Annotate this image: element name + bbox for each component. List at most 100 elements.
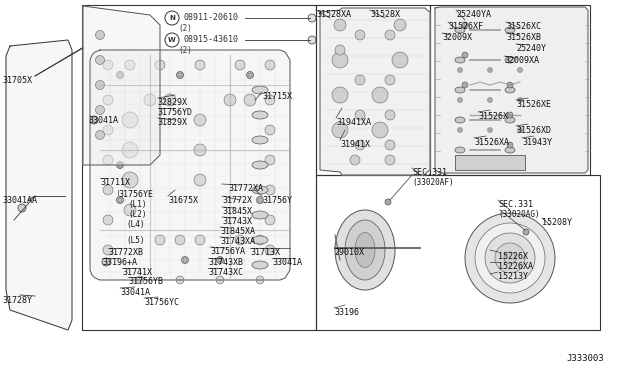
Text: 31526XC: 31526XC (506, 22, 541, 31)
Ellipse shape (505, 87, 515, 93)
Ellipse shape (465, 213, 555, 303)
Circle shape (265, 215, 275, 225)
Circle shape (116, 161, 124, 169)
Circle shape (216, 257, 223, 263)
Ellipse shape (485, 233, 535, 283)
Ellipse shape (252, 86, 268, 94)
Circle shape (355, 110, 365, 120)
Ellipse shape (252, 111, 268, 119)
Ellipse shape (252, 161, 268, 169)
Text: 31829X: 31829X (157, 118, 187, 127)
Circle shape (235, 60, 245, 70)
Text: 08911-20610: 08911-20610 (183, 13, 238, 22)
Text: (33020AG): (33020AG) (498, 210, 540, 219)
Circle shape (355, 140, 365, 150)
Circle shape (124, 204, 136, 216)
Text: 15208Y: 15208Y (542, 218, 572, 227)
Bar (82, 5, 316, 330)
Ellipse shape (504, 252, 516, 264)
Text: 33041A: 33041A (272, 258, 302, 267)
Circle shape (488, 67, 493, 73)
Ellipse shape (355, 232, 375, 267)
Text: 31728Y: 31728Y (2, 296, 32, 305)
Circle shape (392, 52, 408, 68)
Ellipse shape (252, 261, 268, 269)
Circle shape (507, 142, 513, 148)
Circle shape (256, 276, 264, 284)
Ellipse shape (475, 223, 545, 293)
Polygon shape (320, 8, 430, 175)
Circle shape (462, 22, 468, 28)
Ellipse shape (335, 210, 395, 290)
Text: 31713X: 31713X (250, 248, 280, 257)
Circle shape (488, 128, 493, 132)
Circle shape (95, 31, 104, 39)
Circle shape (332, 87, 348, 103)
Circle shape (385, 110, 395, 120)
Polygon shape (435, 7, 588, 173)
Text: 31756YE: 31756YE (118, 190, 153, 199)
Text: 31772XB: 31772XB (108, 248, 143, 257)
Circle shape (216, 276, 224, 284)
Circle shape (372, 122, 388, 138)
Circle shape (103, 60, 113, 70)
Text: 33041AA: 33041AA (2, 196, 37, 205)
Text: 31756YD: 31756YD (157, 108, 192, 117)
Text: 31772XA: 31772XA (228, 184, 263, 193)
Circle shape (308, 36, 316, 44)
Circle shape (507, 112, 513, 118)
Circle shape (394, 19, 406, 31)
Text: 31845X: 31845X (222, 207, 252, 216)
Text: 31528XA: 31528XA (316, 10, 351, 19)
Ellipse shape (505, 117, 515, 123)
Text: 31705X: 31705X (2, 76, 32, 85)
Circle shape (385, 75, 395, 85)
Bar (430, 5, 590, 175)
Circle shape (95, 55, 104, 64)
Ellipse shape (505, 57, 515, 63)
Circle shape (175, 235, 185, 245)
Ellipse shape (495, 243, 525, 273)
Circle shape (95, 80, 104, 90)
Circle shape (244, 94, 256, 106)
Text: 31743XB: 31743XB (208, 258, 243, 267)
Circle shape (308, 14, 316, 22)
Text: 25240Y: 25240Y (516, 44, 546, 53)
Circle shape (194, 144, 206, 156)
Text: 15226X: 15226X (498, 252, 528, 261)
Circle shape (488, 97, 493, 103)
Text: 31743XC: 31743XC (208, 268, 243, 277)
Circle shape (246, 71, 253, 78)
Text: 31526X: 31526X (478, 112, 508, 121)
Text: 31526XB: 31526XB (506, 33, 541, 42)
Text: 31528X: 31528X (370, 10, 400, 19)
Circle shape (518, 128, 522, 132)
Text: 31711X: 31711X (100, 178, 130, 187)
Circle shape (458, 97, 463, 103)
Circle shape (102, 258, 110, 266)
Circle shape (334, 19, 346, 31)
Bar (316, 175, 600, 330)
Circle shape (255, 235, 265, 245)
Circle shape (155, 235, 165, 245)
Circle shape (265, 185, 275, 195)
Circle shape (385, 30, 395, 40)
Text: J333003: J333003 (566, 354, 604, 363)
Bar (316, 5, 430, 175)
Text: 31743XA: 31743XA (220, 237, 255, 246)
Circle shape (462, 82, 468, 88)
Circle shape (18, 204, 26, 212)
Text: (L2): (L2) (128, 210, 147, 219)
Text: (L1): (L1) (128, 200, 147, 209)
Text: 15226XA: 15226XA (498, 262, 533, 271)
Polygon shape (90, 50, 290, 280)
Ellipse shape (252, 211, 268, 219)
Circle shape (518, 67, 522, 73)
Ellipse shape (505, 147, 515, 153)
Ellipse shape (455, 117, 465, 123)
Circle shape (265, 95, 275, 105)
Circle shape (103, 95, 113, 105)
Text: 31756YB: 31756YB (128, 277, 163, 286)
Circle shape (372, 87, 388, 103)
Text: W: W (168, 37, 176, 43)
